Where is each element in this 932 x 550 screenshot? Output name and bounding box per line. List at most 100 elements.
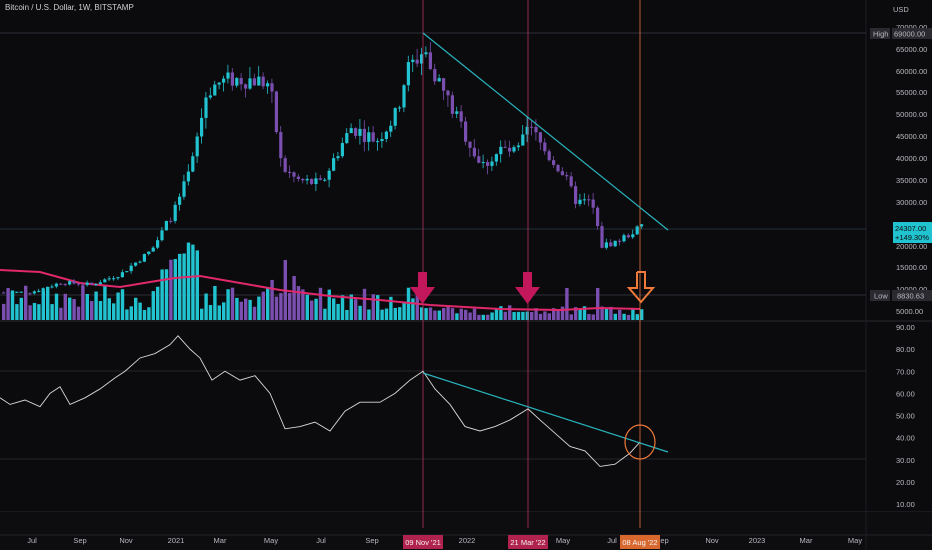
highlighted-date-label: 21 Mar '22	[510, 538, 545, 547]
volume-bar	[266, 287, 270, 320]
volume-bar	[340, 295, 345, 320]
candle-body	[50, 286, 54, 288]
candle-body	[481, 162, 485, 164]
candle-body	[41, 288, 45, 291]
volume-bar	[274, 296, 279, 320]
volume-bar	[208, 304, 213, 320]
candle-body	[371, 132, 375, 142]
svg-text:24307.00: 24307.00	[895, 224, 926, 233]
volume-bar	[50, 304, 54, 320]
candle-body	[525, 126, 529, 135]
candle-body	[76, 283, 80, 285]
volume-bar	[455, 313, 459, 320]
volume-bar	[125, 309, 129, 320]
candle-body	[631, 234, 635, 238]
volume-bar	[191, 244, 195, 320]
volume-bar	[81, 285, 85, 320]
volume-bar	[512, 312, 516, 320]
time-tick-label: Jul	[316, 536, 326, 545]
candle-body	[292, 172, 296, 177]
volume-bar	[622, 313, 626, 320]
volume-bar	[591, 314, 595, 320]
candle-body	[85, 282, 89, 285]
rsi-circle-annotation	[624, 424, 656, 460]
volume-bar	[552, 308, 556, 320]
volume-bar	[63, 293, 67, 320]
rsi-tick-label: 40.00	[896, 434, 915, 443]
volume-bar	[41, 290, 45, 320]
volume-bar	[450, 308, 455, 320]
candle-body	[411, 59, 415, 63]
volume-bar	[76, 306, 81, 320]
svg-text:+149.30%: +149.30%	[895, 233, 929, 242]
price-tick-label: 20000.00	[896, 242, 927, 251]
volume-bar	[72, 299, 76, 320]
candle-body	[626, 235, 630, 238]
volume-bar	[415, 294, 419, 320]
time-tick-label: May	[848, 536, 862, 545]
candle-body	[406, 62, 410, 86]
candle-body	[204, 97, 208, 118]
candle-body	[613, 240, 617, 247]
candle-body	[582, 199, 586, 201]
candle-body	[94, 284, 98, 286]
candle-body	[569, 176, 573, 187]
volume-bar	[292, 275, 296, 320]
candle-body	[257, 76, 261, 86]
time-tick-label: Jul	[27, 536, 37, 545]
highlighted-date-tag	[403, 535, 443, 549]
candle-body	[164, 221, 168, 231]
volume-bar	[525, 311, 529, 320]
volume-bar	[222, 302, 226, 320]
rsi-trendline[interactable]	[422, 372, 669, 453]
candle-body	[134, 262, 138, 266]
volume-bar	[442, 307, 446, 320]
candle-body	[274, 91, 278, 133]
candle-body	[455, 111, 459, 114]
volume-bar	[213, 286, 217, 320]
volume-bar	[173, 259, 177, 320]
candle-body	[63, 284, 67, 286]
volume-bar	[10, 290, 15, 320]
price-trendline[interactable]	[422, 32, 669, 231]
volume-bar	[200, 308, 204, 320]
volume-bar	[420, 307, 424, 320]
rsi-tick-label: 50.00	[896, 412, 915, 421]
time-tick-label: Sep	[73, 536, 86, 545]
candle-body	[609, 242, 613, 247]
candle-body	[512, 147, 516, 152]
price-tick-label: 60000.00	[896, 67, 927, 76]
candle-body	[301, 178, 305, 181]
candle-body	[393, 108, 397, 126]
volume-bar	[305, 294, 309, 320]
candle-body	[494, 154, 498, 162]
time-tick-label: 2022	[459, 536, 476, 545]
candle-body	[208, 95, 212, 98]
price-axis[interactable]: 70000.00 65000.00 60000.00 55000.00 50000.00…	[896, 23, 927, 316]
candle-body	[314, 178, 318, 185]
time-axis[interactable]: Jul Sep Nov 2021 Mar May Jul Sep 2022 May Jul Sep No…	[27, 535, 862, 549]
candle-body	[120, 272, 124, 278]
candle-body	[437, 78, 441, 82]
candle-body	[138, 261, 142, 263]
candle-body	[380, 138, 384, 142]
volume-bar	[318, 287, 323, 320]
rsi-axis[interactable]: 90.00 80.00 70.00 60.00 50.00 40.00 30.00 20.00…	[896, 323, 915, 509]
volume-bar	[204, 293, 208, 320]
candle-body	[310, 178, 314, 185]
candle-body	[398, 107, 402, 109]
volume-bar	[116, 292, 120, 320]
volume-bar	[618, 309, 622, 320]
candle-body	[521, 134, 525, 146]
volume-bar	[490, 312, 494, 320]
candle-body	[384, 131, 388, 139]
time-axis-bg	[0, 512, 932, 550]
candle-body	[81, 284, 85, 286]
price-tick-label: 45000.00	[896, 132, 927, 141]
candle-body	[420, 54, 424, 64]
volume-bar	[569, 314, 573, 320]
candle-body	[239, 78, 243, 85]
time-tick-label: Nov	[705, 536, 719, 545]
volume-bar	[393, 307, 397, 320]
